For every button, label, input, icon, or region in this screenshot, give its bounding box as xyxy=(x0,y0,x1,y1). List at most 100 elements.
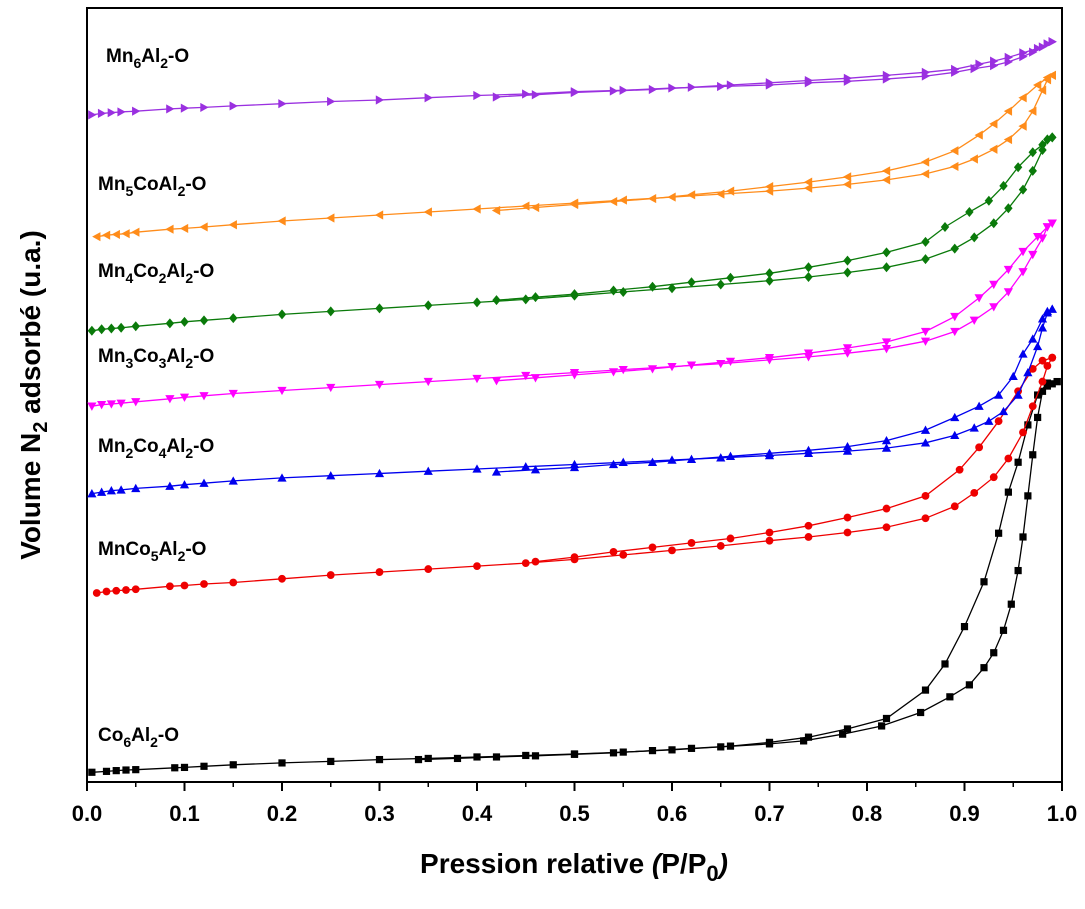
x-tick-label: 1.0 xyxy=(1047,801,1078,826)
data-point xyxy=(881,175,891,185)
data-point xyxy=(804,533,813,541)
data-point xyxy=(423,207,432,217)
data-point xyxy=(970,232,979,243)
data-point xyxy=(921,236,930,247)
data-point xyxy=(950,243,959,254)
data-point xyxy=(179,480,190,489)
data-point xyxy=(375,568,384,576)
data-point xyxy=(97,487,107,496)
data-point xyxy=(984,195,994,206)
data-point xyxy=(1014,566,1022,575)
data-point xyxy=(717,81,726,92)
data-point xyxy=(424,754,432,763)
series-marks xyxy=(87,37,1061,776)
data-point xyxy=(882,504,891,513)
data-point xyxy=(228,389,238,399)
data-point xyxy=(725,451,736,460)
data-point xyxy=(87,489,97,498)
data-point xyxy=(608,368,619,377)
data-point xyxy=(955,465,964,474)
data-point xyxy=(1047,70,1056,80)
data-point xyxy=(229,761,237,769)
y-axis-title-post: adsorbé (u.a.) xyxy=(15,230,46,421)
data-point xyxy=(106,400,116,409)
data-point xyxy=(375,755,384,764)
data-point xyxy=(278,99,287,109)
data-point xyxy=(839,730,847,738)
data-point xyxy=(522,89,531,99)
data-point xyxy=(229,313,238,324)
data-point xyxy=(1043,39,1052,49)
data-point xyxy=(950,161,959,172)
data-point xyxy=(878,722,886,730)
data-point xyxy=(1028,165,1037,176)
data-point xyxy=(765,268,774,279)
data-point xyxy=(101,230,111,240)
data-point xyxy=(1028,402,1037,411)
data-point xyxy=(803,445,814,454)
data-point xyxy=(453,754,462,763)
data-point xyxy=(765,78,775,88)
data-point xyxy=(131,321,140,332)
data-point xyxy=(990,56,999,66)
data-point xyxy=(522,751,530,760)
data-point xyxy=(1033,232,1043,242)
data-point xyxy=(1038,387,1047,395)
data-point xyxy=(1013,390,1023,399)
data-point xyxy=(570,750,579,758)
data-point xyxy=(111,229,120,240)
data-point xyxy=(921,491,930,500)
data-point xyxy=(1019,533,1027,541)
data-point xyxy=(165,582,174,591)
data-point xyxy=(1018,349,1028,358)
data-point xyxy=(521,371,531,381)
y-axis-title: Volume N2 adsorbé (u.a.) xyxy=(15,230,52,560)
data-point xyxy=(843,73,853,83)
data-point xyxy=(980,578,988,586)
data-point xyxy=(1029,47,1038,57)
data-point xyxy=(989,473,998,482)
data-point xyxy=(804,272,813,283)
data-point xyxy=(326,306,335,317)
data-point xyxy=(117,107,126,117)
data-point xyxy=(106,486,116,495)
data-point xyxy=(200,580,208,588)
data-point xyxy=(132,766,140,774)
data-point xyxy=(970,63,979,74)
data-point xyxy=(569,371,580,380)
data-point xyxy=(278,759,286,767)
data-point xyxy=(764,448,775,457)
series-label-co6: Co6Al2-O xyxy=(98,725,179,750)
data-point xyxy=(950,146,959,156)
data-point xyxy=(165,395,175,404)
data-point xyxy=(97,108,107,119)
data-point xyxy=(716,279,725,290)
data-point xyxy=(1003,288,1013,297)
data-point xyxy=(687,539,696,547)
data-point xyxy=(414,755,423,764)
data-point xyxy=(107,108,116,118)
data-point xyxy=(277,216,286,226)
data-point xyxy=(975,59,984,69)
data-point xyxy=(647,193,657,204)
desorption-line xyxy=(496,136,1053,301)
data-point xyxy=(843,267,852,278)
data-point xyxy=(619,286,628,297)
data-point xyxy=(327,757,335,766)
data-point xyxy=(920,169,930,179)
data-point xyxy=(1038,356,1047,365)
data-point xyxy=(1013,162,1023,173)
data-point xyxy=(716,189,725,199)
data-point xyxy=(492,92,502,102)
data-point xyxy=(647,457,658,466)
data-point xyxy=(726,742,735,750)
data-point xyxy=(686,454,697,463)
data-point xyxy=(974,401,984,410)
data-point xyxy=(530,374,541,383)
adsorption-line xyxy=(91,381,1058,773)
data-point xyxy=(882,714,891,723)
data-point xyxy=(843,513,852,522)
data-point xyxy=(1043,361,1052,370)
x-tick-label: 0.0 xyxy=(72,801,103,826)
